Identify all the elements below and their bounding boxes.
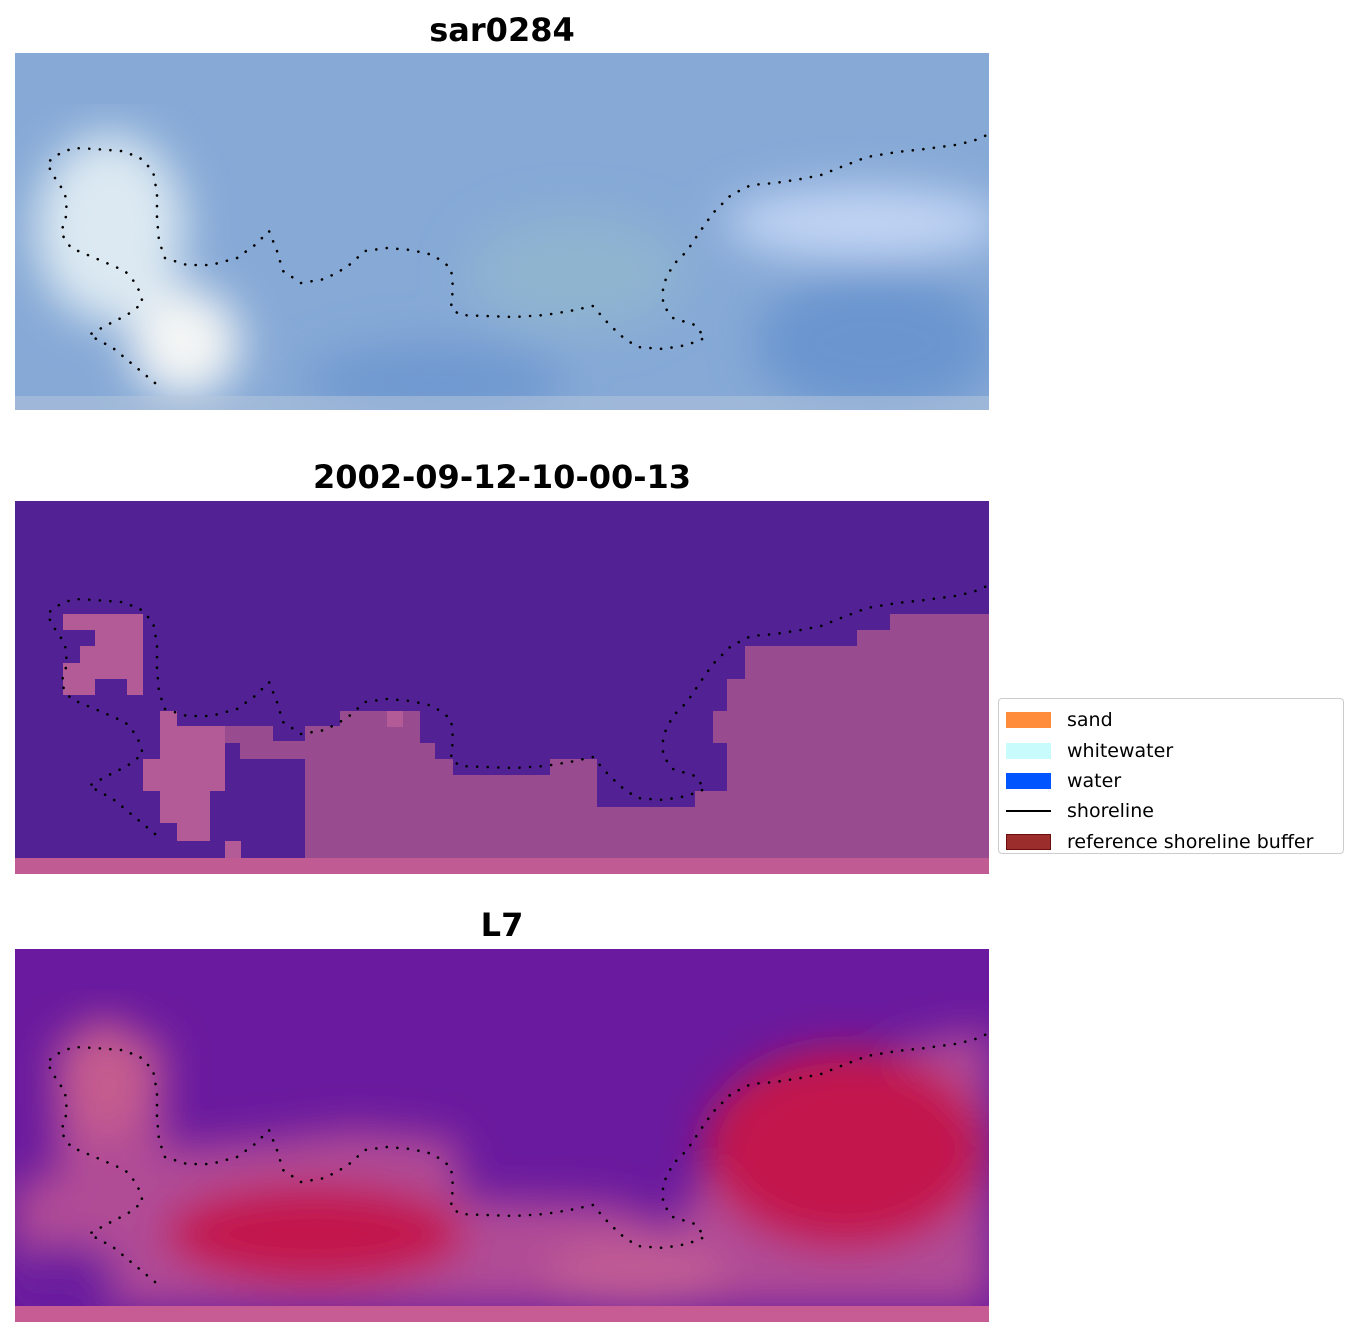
land-class-region-east	[225, 614, 989, 858]
water-swatch-icon	[1006, 772, 1051, 789]
image-panel-l7	[15, 949, 989, 1322]
panel-title-date: 2002-09-12-10-00-13	[312, 458, 692, 496]
whitewater-swatch-icon	[1006, 742, 1051, 759]
sand-swatch-icon	[1006, 712, 1051, 729]
shoreline-dots	[45, 1032, 989, 1284]
legend: sand whitewater water shoreline referenc…	[998, 698, 1344, 854]
l7-high-patch-south	[165, 1184, 465, 1284]
land-class-region-west	[63, 614, 143, 695]
land-class-small-block	[225, 841, 241, 858]
legend-label-buffer: reference shoreline buffer	[1067, 830, 1314, 853]
shoreline-line-icon	[1006, 810, 1051, 813]
legend-item-water: water	[1006, 766, 1343, 796]
l7-bottom-strip	[15, 1306, 989, 1322]
sar-bottom-strip	[15, 396, 989, 410]
classified-bottom-strip	[15, 858, 989, 874]
panel-title-l7: L7	[480, 906, 524, 944]
sar-deep-water-se	[755, 273, 989, 410]
land-class-peak	[387, 711, 403, 727]
legend-item-whitewater: whitewater	[1006, 735, 1343, 765]
legend-item-sand: sand	[1006, 705, 1343, 735]
legend-label-shoreline: shoreline	[1067, 800, 1154, 823]
sar-bright-patch-nw	[35, 133, 185, 323]
legend-item-shoreline: shoreline	[1006, 796, 1343, 826]
buffer-swatch-icon	[1006, 833, 1051, 850]
image-panel-classified	[15, 501, 989, 874]
l7-image	[15, 949, 989, 1322]
l7-low-patch-sw	[15, 1244, 120, 1314]
sar-teal-patch	[465, 213, 685, 333]
image-panel-sar	[15, 53, 989, 410]
l7-high-patch-east	[705, 1049, 985, 1249]
classified-image	[15, 501, 989, 874]
sar-image	[15, 53, 989, 410]
l7-high-patch-w	[60, 1019, 150, 1139]
legend-item-buffer: reference shoreline buffer	[1006, 827, 1343, 857]
legend-label-whitewater: whitewater	[1067, 739, 1174, 762]
sar-deep-water-s	[305, 343, 565, 410]
sar-bright-patch-e	[725, 188, 989, 258]
shoreline-dots	[45, 133, 989, 385]
sar-white-patch	[130, 288, 240, 398]
l7-mid-patch-s	[545, 1239, 725, 1309]
land-class-region-mid	[143, 711, 225, 841]
legend-label-sand: sand	[1067, 709, 1113, 732]
panel-title-sar: sar0284	[429, 11, 575, 49]
shoreline-dots	[45, 584, 989, 836]
legend-label-water: water	[1067, 769, 1122, 792]
